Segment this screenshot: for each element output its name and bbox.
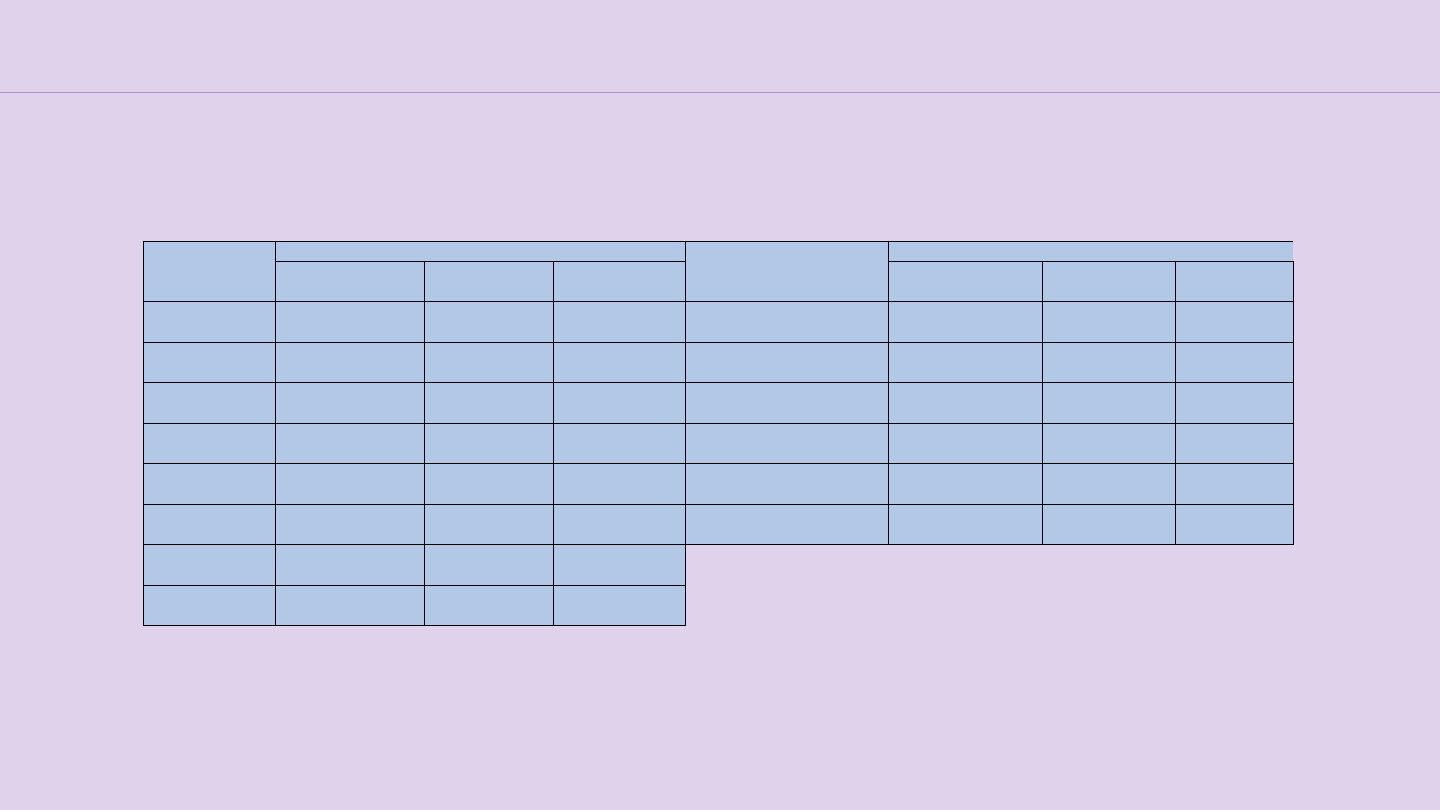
right-table-cell[interactable] bbox=[888, 504, 1043, 545]
right-table-cell[interactable] bbox=[685, 423, 889, 464]
right-table-cell[interactable] bbox=[1042, 382, 1176, 424]
right-table-cell[interactable] bbox=[685, 301, 889, 343]
left-table-cell[interactable] bbox=[275, 423, 425, 464]
right-table-cell[interactable] bbox=[1175, 301, 1294, 343]
left-table-cell[interactable] bbox=[553, 301, 686, 343]
right-table-cell[interactable] bbox=[1042, 423, 1176, 464]
left-table-subheader-3[interactable] bbox=[553, 261, 686, 302]
left-table-cell[interactable] bbox=[553, 585, 686, 626]
left-table-cell[interactable] bbox=[275, 544, 425, 586]
left-table-header-rowlabel[interactable] bbox=[143, 241, 276, 302]
right-table-cell[interactable] bbox=[1175, 423, 1294, 464]
left-table-cell[interactable] bbox=[275, 504, 425, 545]
header-divider bbox=[0, 92, 1440, 93]
right-table-cell[interactable] bbox=[685, 382, 889, 424]
right-table-cell[interactable] bbox=[1175, 504, 1294, 545]
right-table-cell[interactable] bbox=[1042, 342, 1176, 383]
right-table-cell[interactable] bbox=[685, 463, 889, 505]
left-table-cell[interactable] bbox=[424, 423, 554, 464]
left-table-cell[interactable] bbox=[553, 463, 686, 505]
right-table-cell[interactable] bbox=[1175, 463, 1294, 505]
right-table-subheader-1[interactable] bbox=[888, 261, 1043, 302]
right-table-cell[interactable] bbox=[1042, 504, 1176, 545]
left-table-cell[interactable] bbox=[424, 301, 554, 343]
left-table-cell[interactable] bbox=[553, 504, 686, 545]
left-table-header-group[interactable] bbox=[275, 241, 686, 262]
left-table-cell[interactable] bbox=[143, 463, 276, 505]
left-table-cell[interactable] bbox=[143, 382, 276, 424]
left-table-cell[interactable] bbox=[143, 423, 276, 464]
left-table-cell[interactable] bbox=[143, 585, 276, 626]
right-table-cell[interactable] bbox=[1042, 463, 1176, 505]
left-table-cell[interactable] bbox=[275, 382, 425, 424]
left-table-cell[interactable] bbox=[143, 504, 276, 545]
right-table-cell[interactable] bbox=[685, 504, 889, 545]
left-table-cell[interactable] bbox=[424, 504, 554, 545]
right-table-cell[interactable] bbox=[888, 342, 1043, 383]
left-table-cell[interactable] bbox=[553, 544, 686, 586]
left-table-subheader-2[interactable] bbox=[424, 261, 554, 302]
right-table-cell[interactable] bbox=[888, 463, 1043, 505]
left-table-subheader-1[interactable] bbox=[275, 261, 425, 302]
right-table-subheader-3[interactable] bbox=[1175, 261, 1294, 302]
right-table-cell[interactable] bbox=[1042, 301, 1176, 343]
left-table-cell[interactable] bbox=[424, 544, 554, 586]
right-table-header-rowlabel[interactable] bbox=[685, 241, 889, 302]
right-table-cell[interactable] bbox=[888, 301, 1043, 343]
left-table-cell[interactable] bbox=[143, 301, 276, 343]
left-table-cell[interactable] bbox=[275, 301, 425, 343]
right-table-cell[interactable] bbox=[888, 423, 1043, 464]
left-table-cell[interactable] bbox=[424, 585, 554, 626]
right-table-cell[interactable] bbox=[888, 382, 1043, 424]
right-table-cell[interactable] bbox=[1175, 382, 1294, 424]
left-table-cell[interactable] bbox=[553, 342, 686, 383]
right-table-subheader-2[interactable] bbox=[1042, 261, 1176, 302]
left-table-cell[interactable] bbox=[275, 463, 425, 505]
left-table-cell[interactable] bbox=[424, 342, 554, 383]
left-table-cell[interactable] bbox=[424, 463, 554, 505]
left-table-cell[interactable] bbox=[275, 585, 425, 626]
left-table-cell[interactable] bbox=[143, 342, 276, 383]
left-table-cell[interactable] bbox=[553, 423, 686, 464]
left-table-cell[interactable] bbox=[424, 382, 554, 424]
left-table-cell[interactable] bbox=[275, 342, 425, 383]
right-table-header-group[interactable] bbox=[888, 241, 1293, 262]
left-table-cell[interactable] bbox=[143, 544, 276, 586]
right-table-cell[interactable] bbox=[1175, 342, 1294, 383]
right-table-cell[interactable] bbox=[685, 342, 889, 383]
left-table-cell[interactable] bbox=[553, 382, 686, 424]
